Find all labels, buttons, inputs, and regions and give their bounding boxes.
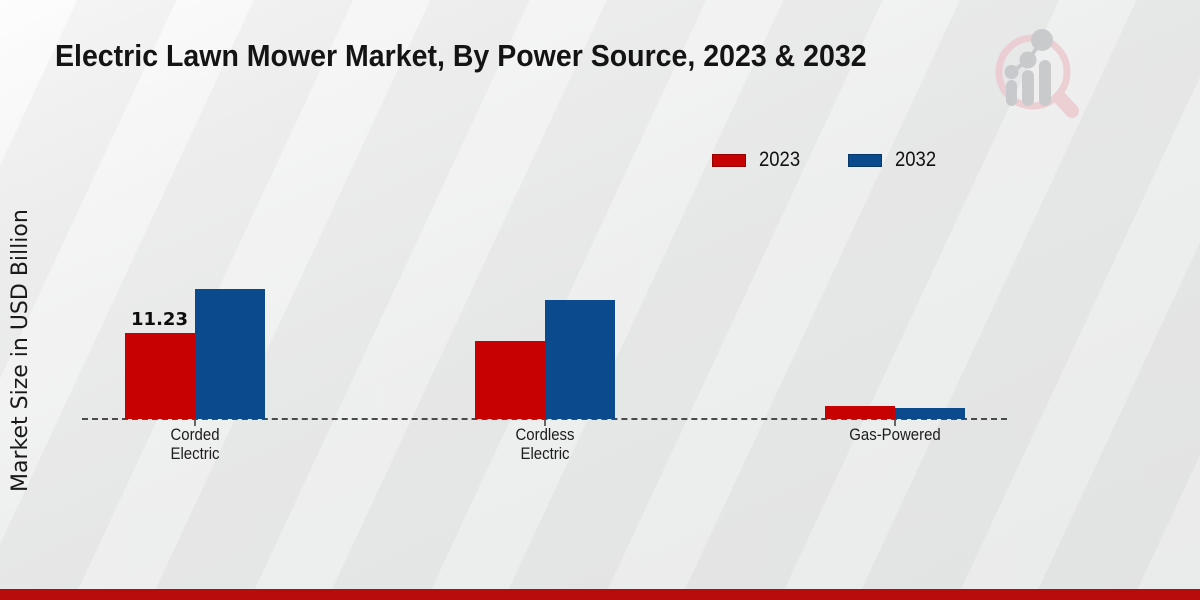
bar-2032-cordless-electric (545, 300, 615, 419)
bar-2023-cordless-electric (475, 341, 545, 419)
bar-2032-gas-powered (894, 408, 965, 419)
legend-label-2023: 2023 (759, 148, 801, 171)
logo-dot-large (1031, 29, 1053, 51)
footer-accent-bar (0, 589, 1200, 600)
chart-title: Electric Lawn Mower Market, By Power Sou… (55, 38, 867, 73)
logo-bar-medium (1022, 70, 1034, 106)
logo-bar-tall (1039, 60, 1051, 106)
bar-2032-corded-electric (194, 289, 265, 419)
zero-axis-dashed-line (82, 418, 1007, 420)
legend-item-2032: 2032 (847, 148, 942, 172)
bar-2023-corded-electric (124, 333, 195, 419)
category-label-corded-electric: Corded Electric (169, 425, 220, 463)
category-tick (193, 420, 196, 426)
logo-dot-small (1004, 65, 1019, 79)
logo-dot-medium (1019, 51, 1037, 69)
logo-bar-small (1006, 80, 1017, 106)
legend-swatch-2023-icon (712, 153, 746, 167)
category-label-gas-powered: Gas-Powered (848, 425, 941, 444)
bar-2023-gas-powered (824, 406, 895, 419)
legend-label-2032: 2032 (894, 148, 936, 171)
legend-swatch-2032-icon (847, 153, 882, 167)
category-tick (893, 420, 896, 426)
category-label-cordless-electric: Cordless Electric (515, 425, 575, 463)
category-tick (544, 420, 546, 426)
legend-item-2023: 2023 (712, 148, 806, 172)
magnifier-handle (1053, 91, 1079, 118)
brand-watermark-magnifier-icon (995, 29, 1079, 118)
legend: 2023 2032 (712, 148, 941, 172)
bar-value-label: 11.23 (131, 308, 188, 330)
